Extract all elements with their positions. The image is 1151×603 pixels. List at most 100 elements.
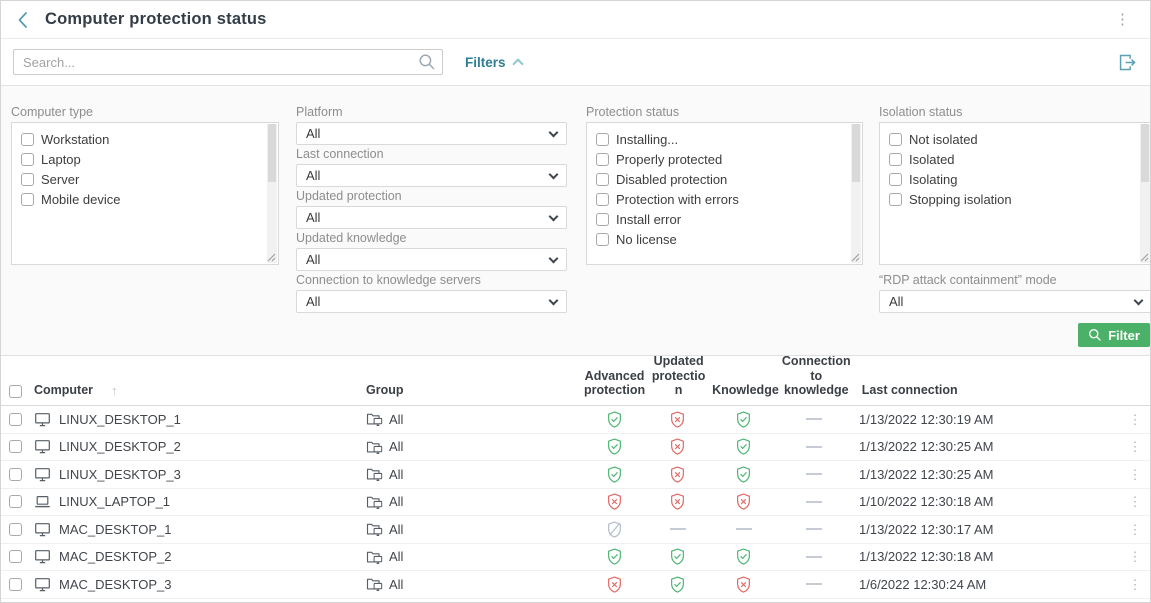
row-checkbox[interactable] <box>9 495 22 509</box>
row-menu-icon[interactable]: ⋮ <box>1128 521 1142 537</box>
resize-grip[interactable] <box>851 253 860 262</box>
table-row[interactable]: LINUX_DESKTOP_1 All 1/13/2022 12:30:19 A… <box>1 406 1150 434</box>
filters-toggle[interactable]: Filters <box>465 55 524 70</box>
computer-name[interactable]: MAC_DESKTOP_1 <box>59 521 172 537</box>
knowledge-servers-select[interactable]: All <box>296 290 567 313</box>
group-name[interactable]: All <box>389 521 404 537</box>
updated-knowledge-select[interactable]: All <box>296 248 567 271</box>
scrollbar-track <box>1140 124 1150 263</box>
export-button[interactable] <box>1117 52 1138 73</box>
column-header-connection-to-knowledge[interactable]: Connection to knowledge <box>781 353 851 398</box>
row-menu-icon[interactable]: ⋮ <box>1128 576 1142 592</box>
checkbox-stopping-isolation[interactable]: Stopping isolation <box>889 192 1131 207</box>
checkbox-isolated[interactable]: Isolated <box>889 152 1131 167</box>
computer-name[interactable]: LINUX_DESKTOP_1 <box>59 411 181 427</box>
checkbox-mobile-device[interactable]: Mobile device <box>21 192 258 207</box>
checkbox[interactable] <box>596 173 609 186</box>
checkbox-laptop[interactable]: Laptop <box>21 152 258 167</box>
checkbox[interactable] <box>21 153 34 166</box>
checkbox[interactable] <box>21 133 34 146</box>
checkbox-installing[interactable]: Installing... <box>596 132 842 147</box>
table-row[interactable]: LINUX_DESKTOP_3 All 1/13/2022 12:30:25 A… <box>1 461 1150 489</box>
resize-grip[interactable] <box>267 253 276 262</box>
row-menu-icon[interactable]: ⋮ <box>1128 411 1142 427</box>
checkbox[interactable] <box>596 193 609 206</box>
row-checkbox[interactable] <box>9 522 22 536</box>
checkbox-no-license[interactable]: No license <box>596 232 842 247</box>
checkbox[interactable] <box>889 193 902 206</box>
checkbox[interactable] <box>21 173 34 186</box>
search-icon[interactable] <box>418 53 436 71</box>
checkbox[interactable] <box>889 173 902 186</box>
computer-name[interactable]: LINUX_LAPTOP_1 <box>59 494 171 510</box>
search-input[interactable] <box>13 49 443 75</box>
group-icon <box>366 411 383 427</box>
row-checkbox[interactable] <box>9 440 22 454</box>
search-icon <box>1089 329 1101 341</box>
column-header-group[interactable]: Group <box>366 383 404 398</box>
checkbox-label: No license <box>616 232 677 247</box>
checkbox[interactable] <box>596 133 609 146</box>
checkbox-disabled-protection[interactable]: Disabled protection <box>596 172 842 187</box>
group-name[interactable]: All <box>389 439 404 455</box>
knowledge-status-icon <box>734 547 753 566</box>
table-row[interactable]: MAC_DESKTOP_3 All 1/6/2022 12:30:24 AM ⋮ <box>1 571 1150 599</box>
filter-button[interactable]: Filter <box>1078 323 1150 347</box>
select-all-checkbox[interactable] <box>9 385 22 398</box>
header-menu-icon[interactable]: ⋮ <box>1115 11 1130 28</box>
resize-grip[interactable] <box>1140 253 1149 262</box>
connection-status-icon <box>805 473 822 476</box>
checkbox-protection-with-errors[interactable]: Protection with errors <box>596 192 842 207</box>
group-name[interactable]: All <box>389 549 404 565</box>
back-button[interactable] <box>15 9 37 31</box>
computer-name[interactable]: LINUX_DESKTOP_3 <box>59 466 181 482</box>
row-checkbox[interactable] <box>9 577 22 591</box>
column-header-computer[interactable]: Computer <box>34 383 94 398</box>
row-menu-icon[interactable]: ⋮ <box>1128 549 1142 565</box>
row-menu-icon[interactable]: ⋮ <box>1128 494 1142 510</box>
column-header-knowledge[interactable]: Knowledge <box>712 383 779 398</box>
group-name[interactable]: All <box>389 466 404 482</box>
column-header-advanced-protection[interactable]: Advanced protection <box>584 368 646 398</box>
checkbox-workstation[interactable]: Workstation <box>21 132 258 147</box>
group-name[interactable]: All <box>389 411 404 427</box>
checkbox[interactable] <box>21 193 34 206</box>
checkbox-install-error[interactable]: Install error <box>596 212 842 227</box>
platform-select[interactable]: All <box>296 122 567 145</box>
row-menu-icon[interactable]: ⋮ <box>1128 439 1142 455</box>
checkbox[interactable] <box>596 213 609 226</box>
group-name[interactable]: All <box>389 494 404 510</box>
checkbox-server[interactable]: Server <box>21 172 258 187</box>
checkbox[interactable] <box>889 133 902 146</box>
column-header-updated-protection[interactable]: Updated protectio n <box>651 353 706 398</box>
table-row[interactable]: LINUX_DESKTOP_2 All 1/13/2022 12:30:25 A… <box>1 433 1150 461</box>
table-row[interactable]: MAC_DESKTOP_1 All 1/13/2022 12:30:17 AM … <box>1 516 1150 544</box>
checkbox-not-isolated[interactable]: Not isolated <box>889 132 1131 147</box>
table-row[interactable]: MAC_DESKTOP_2 All 1/13/2022 12:30:18 AM … <box>1 543 1150 571</box>
column-header-last-connection[interactable]: Last connection <box>861 383 958 398</box>
computer-name[interactable]: MAC_DESKTOP_2 <box>59 549 172 565</box>
computer-name[interactable]: LINUX_DESKTOP_2 <box>59 439 181 455</box>
computer-name[interactable]: MAC_DESKTOP_3 <box>59 576 172 592</box>
sort-ascending-icon[interactable]: ↑ <box>111 383 118 398</box>
updated-protection-select[interactable]: All <box>296 206 567 229</box>
scrollbar-thumb[interactable] <box>1141 124 1149 182</box>
row-checkbox[interactable] <box>9 412 22 426</box>
scrollbar-thumb[interactable] <box>852 124 860 182</box>
checkbox[interactable] <box>889 153 902 166</box>
scrollbar-thumb[interactable] <box>268 124 276 182</box>
checkbox-isolating[interactable]: Isolating <box>889 172 1131 187</box>
row-menu-icon[interactable]: ⋮ <box>1128 466 1142 482</box>
row-checkbox[interactable] <box>9 550 22 564</box>
rdp-mode-select[interactable]: All <box>879 290 1150 313</box>
isolation-status-label: Isolation status <box>879 105 963 119</box>
table-row[interactable]: LINUX_LAPTOP_1 All 1/10/2022 12:30:18 AM… <box>1 488 1150 516</box>
last-connection-select[interactable]: All <box>296 164 567 187</box>
checkbox-properly-protected[interactable]: Properly protected <box>596 152 842 167</box>
checkbox-label: Isolated <box>909 152 955 167</box>
checkbox[interactable] <box>596 153 609 166</box>
row-checkbox[interactable] <box>9 467 22 481</box>
checkbox[interactable] <box>596 233 609 246</box>
group-name[interactable]: All <box>389 576 404 592</box>
